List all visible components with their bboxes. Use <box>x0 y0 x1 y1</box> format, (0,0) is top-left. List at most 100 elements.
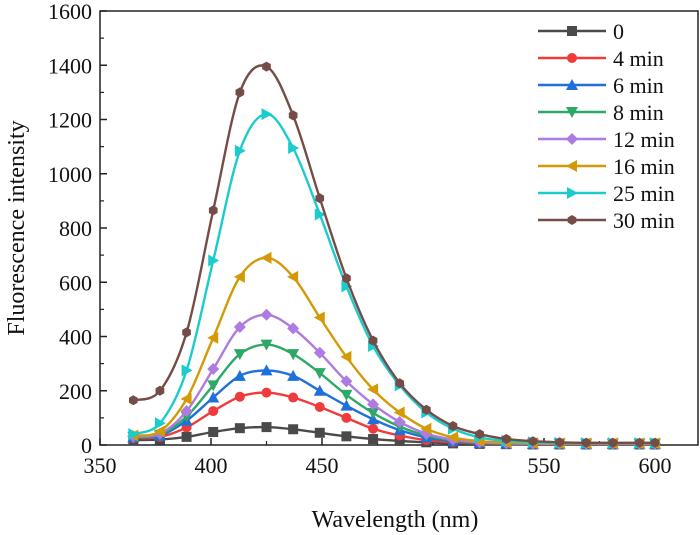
x-tick-label: 400 <box>195 453 228 478</box>
y-tick-label: 200 <box>59 379 92 404</box>
data-point <box>288 110 298 121</box>
data-point <box>208 426 219 437</box>
data-point <box>182 327 191 338</box>
data-point <box>235 87 245 98</box>
data-point <box>153 425 165 438</box>
data-point <box>287 270 299 283</box>
data-point <box>608 437 618 448</box>
data-point <box>393 406 405 419</box>
data-point <box>234 391 245 402</box>
data-point <box>340 350 352 363</box>
y-tick-label: 400 <box>59 325 92 350</box>
data-point <box>528 436 538 447</box>
data-point <box>341 412 352 423</box>
data-point <box>260 364 273 376</box>
data-point <box>367 383 379 396</box>
data-point <box>128 428 140 441</box>
x-tick-label: 350 <box>84 453 117 478</box>
data-point <box>315 193 325 204</box>
x-tick-label: 450 <box>306 453 339 478</box>
data-point <box>260 339 273 351</box>
data-point <box>501 434 511 444</box>
data-point <box>181 431 192 442</box>
data-point <box>314 402 325 413</box>
data-point <box>342 273 351 284</box>
legend-item: 4 min <box>538 46 664 71</box>
series-layer <box>127 61 661 450</box>
data-point <box>341 280 353 293</box>
data-point <box>260 251 272 264</box>
data-point <box>475 429 484 440</box>
x-tick-label: 550 <box>528 453 561 478</box>
y-tick-label: 600 <box>59 270 92 295</box>
legend-marker <box>566 133 578 145</box>
legend-marker <box>567 53 577 63</box>
data-point <box>181 364 193 377</box>
legend-marker <box>566 107 578 118</box>
data-point <box>314 208 326 221</box>
data-point <box>340 375 353 388</box>
data-point <box>555 437 564 448</box>
data-point <box>288 392 299 403</box>
legend-label: 0 <box>613 19 624 44</box>
legend-item: 16 min <box>538 154 675 179</box>
data-point <box>368 335 378 346</box>
legend-marker <box>566 79 578 90</box>
data-point <box>207 331 219 344</box>
legend-item: 12 min <box>538 127 675 152</box>
y-tick-label: 1600 <box>48 0 92 24</box>
data-point <box>155 385 165 396</box>
legend-item: 25 min <box>538 181 675 206</box>
series-30-min <box>129 61 660 448</box>
data-point <box>287 322 300 335</box>
data-point <box>233 270 245 283</box>
data-point <box>233 369 246 381</box>
data-point <box>368 434 379 445</box>
data-point <box>395 378 404 389</box>
data-point <box>420 422 432 435</box>
x-tick-label: 500 <box>417 453 450 478</box>
x-tick-label: 600 <box>639 453 672 478</box>
data-point <box>446 431 458 444</box>
legend-marker <box>567 215 577 225</box>
data-point <box>635 437 644 448</box>
x-axis-title: Wavelength (nm) <box>312 507 479 533</box>
data-point <box>313 346 326 359</box>
data-point <box>129 395 138 406</box>
data-point <box>288 424 299 435</box>
data-point <box>208 205 218 216</box>
data-point <box>340 399 353 411</box>
data-point <box>233 321 246 334</box>
y-tick-label: 0 <box>81 433 92 458</box>
data-point <box>180 392 192 405</box>
legend-label: 25 min <box>613 181 675 206</box>
data-point <box>367 398 380 411</box>
data-point <box>650 437 660 448</box>
legend-marker <box>566 160 577 172</box>
data-point <box>313 368 326 380</box>
data-point <box>422 404 431 415</box>
legend-label: 30 min <box>613 208 675 233</box>
data-point <box>314 427 325 438</box>
data-point <box>233 349 246 361</box>
data-point <box>393 415 406 428</box>
y-tick-label: 800 <box>59 216 92 241</box>
data-point <box>261 422 272 433</box>
data-point <box>313 311 325 324</box>
data-point <box>207 363 220 376</box>
data-point <box>581 437 591 448</box>
legend-item: 30 min <box>538 208 675 233</box>
legend-marker <box>567 26 577 36</box>
data-point <box>154 417 166 430</box>
legend-marker <box>567 187 578 199</box>
series-25-min <box>128 108 661 450</box>
data-point <box>448 421 458 431</box>
data-point <box>262 61 271 72</box>
legend-label: 8 min <box>613 100 664 125</box>
data-point <box>288 141 300 154</box>
data-point <box>180 405 193 418</box>
data-point <box>234 423 245 434</box>
data-point <box>260 308 273 321</box>
y-tick-label: 1000 <box>48 162 92 187</box>
